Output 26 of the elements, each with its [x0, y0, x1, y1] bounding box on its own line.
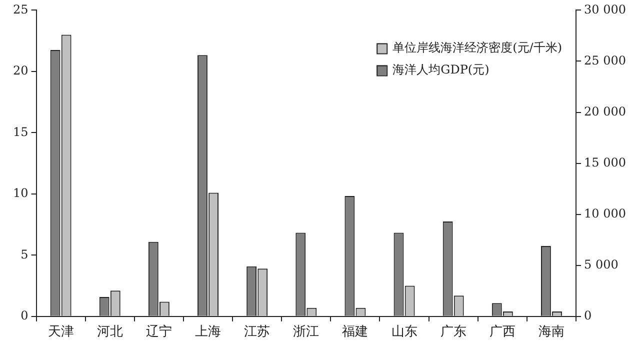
y2-tick-label: 15 000 — [584, 155, 626, 170]
x-tick-label: 上海 — [195, 324, 222, 340]
y2-tick-label: 10 000 — [584, 206, 626, 220]
x-tick-label: 天津 — [48, 324, 74, 340]
y2-tick-label: 25 000 — [584, 53, 626, 68]
x-tick-label: 广东 — [440, 324, 466, 340]
x-tick-label: 江苏 — [244, 324, 270, 340]
x-tick-label: 广西 — [489, 324, 516, 340]
x-tick-label: 浙江 — [293, 324, 320, 340]
x-tick-label: 海南 — [538, 324, 564, 340]
y2-tick-label: 5 000 — [584, 257, 618, 272]
y-tick-label: 25 — [12, 2, 28, 16]
x-tick-label: 山东 — [391, 324, 418, 340]
legend-label: 单位岸线海洋经济密度(元/千米) — [392, 40, 562, 54]
x-tick-label: 辽宁 — [146, 324, 172, 340]
y2-tick-label: 0 — [584, 308, 592, 323]
y2-tick-label: 30 000 — [584, 2, 626, 16]
x-tick-label: 河北 — [96, 324, 123, 340]
y-tick-label: 15 — [12, 124, 28, 139]
y-tick-label: 0 — [20, 308, 28, 323]
legend-label: 海洋人均GDP(元) — [392, 62, 490, 76]
y-tick-label: 20 — [12, 64, 28, 78]
y-tick-label: 5 — [20, 247, 28, 262]
y-tick-label: 10 — [12, 186, 28, 200]
y2-tick-label: 20 000 — [584, 104, 626, 118]
x-tick-label: 福建 — [342, 324, 368, 340]
